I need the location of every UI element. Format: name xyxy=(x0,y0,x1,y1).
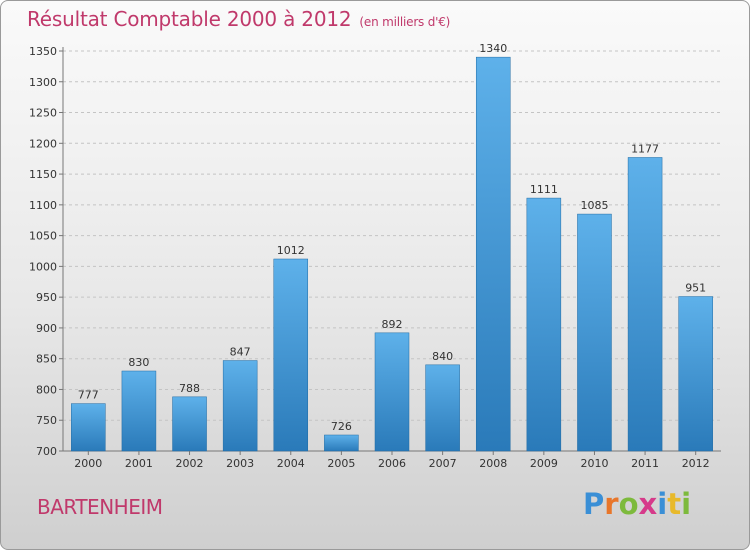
x-tick-label-2010: 2010 xyxy=(580,457,608,470)
bar-2003 xyxy=(222,360,258,452)
x-tick-label-2002: 2002 xyxy=(176,457,204,470)
y-tick-label: 800 xyxy=(36,383,57,396)
data-label-2005: 726 xyxy=(331,420,352,433)
data-label-2009: 1111 xyxy=(530,183,558,196)
bar-2010 xyxy=(577,213,612,452)
x-tick-label-2007: 2007 xyxy=(429,457,457,470)
data-label-2007: 840 xyxy=(432,350,453,363)
data-label-2004: 1012 xyxy=(277,244,305,257)
y-tick-label: 1250 xyxy=(29,107,57,120)
logo-letter: t xyxy=(667,487,682,521)
city-name: BARTENHEIM xyxy=(37,495,163,519)
logo-letter: r xyxy=(604,487,619,521)
data-label-2001: 830 xyxy=(128,356,149,369)
logo-letter: i xyxy=(681,487,692,521)
y-tick-label: 1000 xyxy=(29,260,57,273)
bar-2008 xyxy=(475,56,511,452)
bar-2005 xyxy=(324,434,359,452)
data-label-2012: 951 xyxy=(685,282,706,295)
x-tick-label-2009: 2009 xyxy=(530,457,558,470)
bar-2004 xyxy=(273,258,309,452)
data-label-2008: 1340 xyxy=(479,42,507,55)
bar-2012 xyxy=(678,296,713,452)
data-label-2003: 847 xyxy=(230,346,251,359)
x-tick-label-2006: 2006 xyxy=(378,457,406,470)
y-tick-label: 1200 xyxy=(29,137,57,150)
x-tick-label-2000: 2000 xyxy=(74,457,102,470)
y-tick-label: 850 xyxy=(36,353,57,366)
y-tick-label: 900 xyxy=(36,322,57,335)
logo-letter: x xyxy=(638,487,658,521)
y-tick-label: 1350 xyxy=(29,45,57,58)
y-tick-label: 1100 xyxy=(29,199,57,212)
bar-2002 xyxy=(172,396,207,452)
y-tick-label: 1300 xyxy=(29,76,57,89)
logo-letter: i xyxy=(657,487,668,521)
y-tick-label: 700 xyxy=(36,445,57,458)
data-label-2011: 1177 xyxy=(631,142,659,155)
y-tick-label: 950 xyxy=(36,291,57,304)
y-tick-label: 750 xyxy=(36,414,57,427)
x-tick-label-2008: 2008 xyxy=(479,457,507,470)
x-tick-label-2004: 2004 xyxy=(277,457,305,470)
y-tick-label: 1150 xyxy=(29,168,57,181)
logo-letter: P xyxy=(583,487,605,521)
chart-title: Résultat Comptable 2000 à 2012 (en millie… xyxy=(27,7,450,31)
y-tick-label: 1050 xyxy=(29,230,57,243)
bar-2011 xyxy=(627,157,663,452)
chart-subtitle: (en milliers d'€) xyxy=(359,15,451,29)
bar-2000 xyxy=(71,403,106,452)
bar-2007 xyxy=(425,364,460,452)
chart-title-text: Résultat Comptable 2000 à 2012 xyxy=(27,7,352,31)
bar-2001 xyxy=(121,370,157,452)
data-label-2006: 892 xyxy=(382,318,403,331)
x-tick-label-2012: 2012 xyxy=(682,457,710,470)
bar-2006 xyxy=(374,332,410,452)
data-label-2010: 1085 xyxy=(580,199,608,212)
bar-2009 xyxy=(526,197,562,452)
proxiti-logo: Proxiti xyxy=(583,487,691,521)
x-tick-label-2011: 2011 xyxy=(631,457,659,470)
x-tick-label-2005: 2005 xyxy=(327,457,355,470)
data-label-2000: 777 xyxy=(78,389,99,402)
logo-letter: o xyxy=(618,487,639,521)
x-tick-label-2001: 2001 xyxy=(125,457,153,470)
data-label-2002: 788 xyxy=(179,382,200,395)
x-tick-label-2003: 2003 xyxy=(226,457,254,470)
